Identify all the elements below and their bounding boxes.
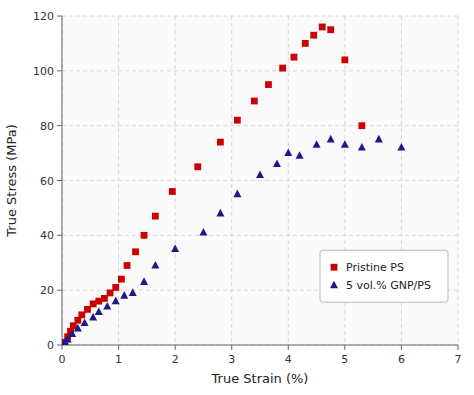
x-axis-label: True Strain (%) [211,371,309,386]
point [112,297,120,305]
point [81,318,89,326]
tick-label-y: 60 [40,175,54,188]
tick-y [57,70,62,71]
tick-label-y: 120 [33,10,54,23]
tick-label-y: 40 [40,229,54,242]
point [265,81,272,88]
grid-line-x [62,16,63,345]
tick-y [57,180,62,181]
tick-y [57,290,62,291]
tick-label-x: 2 [172,353,179,366]
grid-line-y [62,16,458,17]
tick-label-x: 0 [59,353,66,366]
tick-x [458,345,459,350]
tick-y [57,16,62,17]
tick-label-y: 80 [40,120,54,133]
legend-label: 5 vol.% GNP/PS [346,279,431,292]
point [132,248,139,255]
legend-marker [331,264,338,271]
series-1 [62,135,405,345]
point [95,308,103,316]
point [74,324,82,332]
tick-label-x: 4 [285,353,292,366]
point [169,188,176,195]
legend-box [320,250,448,302]
grid [62,16,458,345]
tick-x [288,345,289,350]
point [327,26,334,33]
tick-label-x: 1 [115,353,122,366]
point [313,140,321,148]
chart: 0 1 2 3 4 5 6 7 0 20 40 60 80 100 120 True Strain (%) Tr… [0,0,474,395]
legend-label: Pristine PS [346,261,404,274]
point [284,148,292,156]
point [151,261,159,269]
grid-line-y [62,125,458,126]
x-axis-line [62,345,458,346]
grid-line-y [62,235,458,236]
point [341,56,348,63]
tick-label-x: 7 [455,353,462,366]
tick-label-y: 0 [47,339,54,352]
point [279,65,286,72]
point [397,143,405,151]
point [291,54,298,61]
point [273,159,281,167]
grid-line-y [62,70,458,71]
point [141,232,148,239]
tick-x [118,345,119,350]
y-axis-label: True Stress (MPa) [4,124,19,237]
point [327,135,335,143]
tick-y [57,235,62,236]
point [233,190,241,198]
point [124,262,131,269]
point [171,244,179,252]
tick-label-x: 6 [398,353,405,366]
point [129,288,137,296]
point [199,228,207,236]
point [358,143,366,151]
point [302,40,309,47]
grid-line-y [62,180,458,181]
tick-x [344,345,345,350]
point [152,213,159,220]
point [140,277,148,285]
point [358,122,365,129]
point [194,163,201,170]
point [120,291,128,299]
point [251,98,258,105]
grid-line-y [62,345,458,346]
point [103,302,111,310]
point [234,117,241,124]
tick-x [401,345,402,350]
plot-area [62,16,458,345]
point [296,151,304,159]
point [217,139,224,146]
point [319,24,326,31]
legend-marker [330,281,338,289]
tick-x [175,345,176,350]
tick-label-y: 20 [40,284,54,297]
point [256,170,264,178]
tick-x [62,345,63,350]
point [375,135,383,143]
tick-y [57,125,62,126]
tick-x [231,345,232,350]
axes: 0 1 2 3 4 5 6 7 0 20 40 60 80 100 120 [33,10,462,366]
y-axis-line [62,16,63,345]
legend: Pristine PS 5 vol.% GNP/PS [320,250,448,302]
tick-y [57,345,62,346]
point [310,32,317,39]
tick-label-x: 5 [341,353,348,366]
point [341,140,349,148]
tick-label-y: 100 [33,65,54,78]
point [118,276,125,283]
tick-label-x: 3 [228,353,235,366]
point [216,209,224,217]
point [112,284,119,291]
